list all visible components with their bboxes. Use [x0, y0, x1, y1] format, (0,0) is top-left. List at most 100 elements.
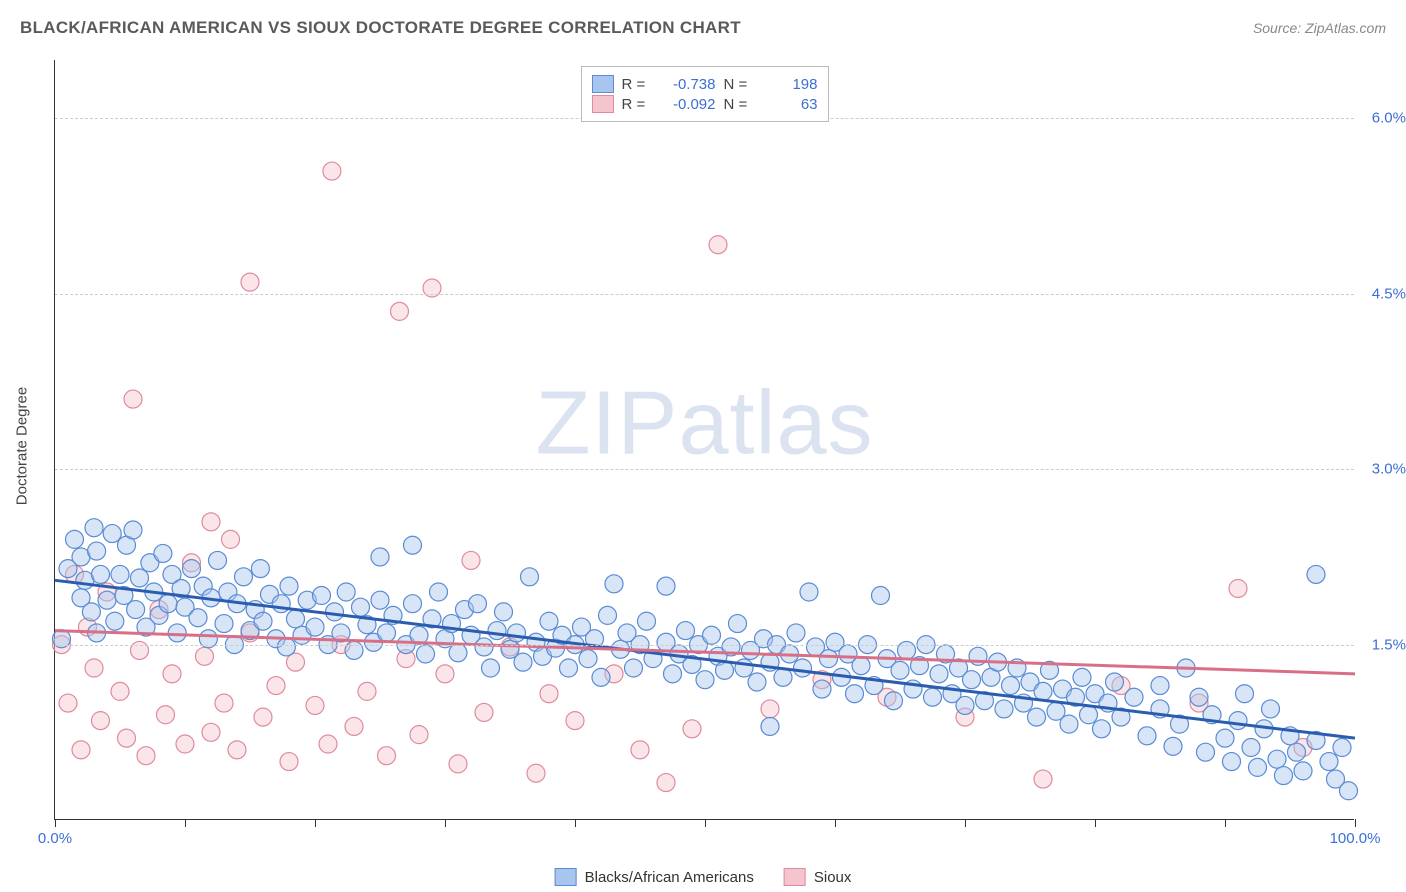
x-tick	[575, 819, 576, 827]
scatter-point	[1275, 767, 1293, 785]
scatter-point	[1151, 677, 1169, 695]
scatter-svg	[55, 60, 1354, 819]
legend-item-pink: Sioux	[784, 868, 852, 886]
scatter-point	[1060, 715, 1078, 733]
scatter-point	[1320, 753, 1338, 771]
scatter-point	[371, 548, 389, 566]
scatter-point	[1307, 565, 1325, 583]
scatter-point	[59, 694, 77, 712]
scatter-point	[540, 685, 558, 703]
legend-r-pink: -0.092	[660, 96, 716, 113]
scatter-point	[378, 747, 396, 765]
scatter-point	[1125, 688, 1143, 706]
scatter-point	[469, 595, 487, 613]
source-link[interactable]: ZipAtlas.com	[1305, 20, 1386, 36]
legend-swatch-pink	[592, 95, 614, 113]
y-axis-label: Doctorate Degree	[14, 387, 31, 505]
scatter-point	[1340, 782, 1358, 800]
scatter-point	[846, 685, 864, 703]
x-tick	[1355, 819, 1356, 827]
scatter-point	[241, 273, 259, 291]
scatter-point	[277, 638, 295, 656]
scatter-point	[1236, 685, 1254, 703]
scatter-point	[1288, 743, 1306, 761]
scatter-point	[111, 682, 129, 700]
gridline	[55, 469, 1354, 470]
scatter-point	[159, 595, 177, 613]
scatter-point	[124, 390, 142, 408]
scatter-point	[813, 680, 831, 698]
gridline	[55, 294, 1354, 295]
scatter-point	[1190, 688, 1208, 706]
scatter-point	[599, 606, 617, 624]
scatter-point	[118, 729, 136, 747]
scatter-point	[631, 741, 649, 759]
scatter-point	[748, 673, 766, 691]
scatter-point	[306, 618, 324, 636]
scatter-point	[163, 665, 181, 683]
scatter-point	[85, 519, 103, 537]
trend-line	[55, 580, 1355, 738]
scatter-point	[352, 598, 370, 616]
y-tick-label: 4.5%	[1372, 285, 1406, 302]
scatter-point	[254, 612, 272, 630]
scatter-point	[196, 647, 214, 665]
legend-swatch-blue	[592, 75, 614, 93]
scatter-point	[267, 677, 285, 695]
scatter-point	[358, 682, 376, 700]
scatter-point	[657, 577, 675, 595]
scatter-point	[924, 688, 942, 706]
scatter-point	[930, 665, 948, 683]
scatter-point	[605, 575, 623, 593]
x-tick	[835, 819, 836, 827]
scatter-point	[215, 615, 233, 633]
scatter-point	[852, 657, 870, 675]
scatter-point	[131, 569, 149, 587]
scatter-point	[1216, 729, 1234, 747]
scatter-point	[677, 622, 695, 640]
x-tick	[705, 819, 706, 827]
scatter-point	[495, 603, 513, 621]
scatter-point	[683, 720, 701, 738]
scatter-point	[189, 609, 207, 627]
scatter-point	[404, 536, 422, 554]
gridline	[55, 645, 1354, 646]
scatter-point	[137, 747, 155, 765]
scatter-point	[404, 595, 422, 613]
scatter-point	[787, 624, 805, 642]
scatter-point	[157, 706, 175, 724]
scatter-point	[566, 712, 584, 730]
scatter-point	[430, 583, 448, 601]
legend-n-label: N =	[724, 96, 754, 113]
source-credit: Source: ZipAtlas.com	[1253, 20, 1386, 36]
scatter-point	[956, 696, 974, 714]
scatter-point	[235, 568, 253, 586]
scatter-point	[228, 741, 246, 759]
scatter-point	[625, 659, 643, 677]
scatter-point	[482, 659, 500, 677]
scatter-point	[579, 650, 597, 668]
scatter-point	[527, 764, 545, 782]
scatter-point	[1197, 743, 1215, 761]
scatter-point	[168, 624, 186, 642]
scatter-point	[995, 700, 1013, 718]
scatter-point	[287, 610, 305, 628]
legend-r-label: R =	[622, 76, 652, 93]
scatter-point	[560, 659, 578, 677]
chart-header: BLACK/AFRICAN AMERICAN VS SIOUX DOCTORAT…	[20, 18, 1386, 38]
series-legend: Blacks/African Americans Sioux	[555, 868, 852, 886]
y-tick-label: 3.0%	[1372, 461, 1406, 478]
scatter-point	[1262, 700, 1280, 718]
legend-r-blue: -0.738	[660, 76, 716, 93]
scatter-point	[1028, 708, 1046, 726]
scatter-point	[514, 653, 532, 671]
x-tick	[315, 819, 316, 827]
legend-n-pink: 63	[762, 96, 818, 113]
scatter-point	[1242, 739, 1260, 757]
scatter-point	[891, 661, 909, 679]
scatter-point	[417, 645, 435, 663]
scatter-point	[410, 726, 428, 744]
scatter-point	[540, 612, 558, 630]
scatter-point	[92, 712, 110, 730]
legend-label-pink: Sioux	[814, 869, 852, 886]
